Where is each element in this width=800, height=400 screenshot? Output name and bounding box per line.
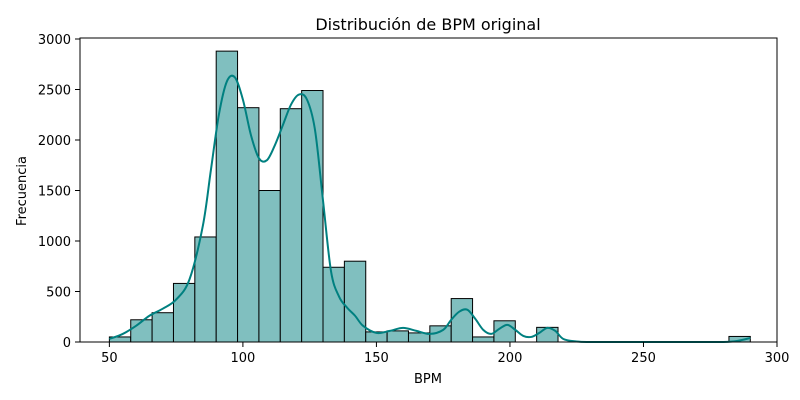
y-tick-label: 3000 xyxy=(38,33,71,48)
y-axis-ticks: 0 500 1000 1500 2000 2500 3000 xyxy=(38,33,80,351)
y-tick-label: 1000 xyxy=(38,235,71,250)
y-tick-label: 2000 xyxy=(38,134,71,149)
histogram-bar xyxy=(301,90,324,343)
x-tick-label: 200 xyxy=(498,351,523,366)
x-axis-label: BPM xyxy=(414,372,442,387)
y-tick-label: 1500 xyxy=(38,185,71,200)
y-tick-label: 2500 xyxy=(38,84,71,99)
histogram-bar xyxy=(237,107,260,343)
plot-frame xyxy=(79,37,778,343)
histogram-bar xyxy=(472,336,495,343)
kde-curve xyxy=(109,74,751,344)
histogram-bar xyxy=(322,266,345,343)
y-axis-label: Frecuencia xyxy=(15,156,30,226)
x-tick-label: 100 xyxy=(230,351,255,366)
x-tick-label: 150 xyxy=(364,351,389,366)
x-tick-label: 250 xyxy=(631,351,656,366)
histogram-bar xyxy=(151,312,174,343)
x-tick-label: 50 xyxy=(101,351,118,366)
histogram-bar xyxy=(130,319,153,343)
histogram-bar xyxy=(450,298,474,343)
histogram-bars xyxy=(108,50,751,343)
y-tick-label: 0 xyxy=(63,336,71,351)
y-tick-label: 500 xyxy=(46,286,71,301)
chart-title: Distribución de BPM original xyxy=(315,15,540,34)
histogram-bar xyxy=(279,108,303,343)
histogram-bar xyxy=(386,330,409,343)
histogram-bar xyxy=(343,260,367,343)
histogram-bar xyxy=(215,50,239,343)
x-axis-ticks: 50 100 150 200 250 300 xyxy=(101,342,789,366)
histogram-bar xyxy=(258,190,281,343)
histogram-bar xyxy=(172,282,196,343)
x-tick-label: 300 xyxy=(765,351,790,366)
